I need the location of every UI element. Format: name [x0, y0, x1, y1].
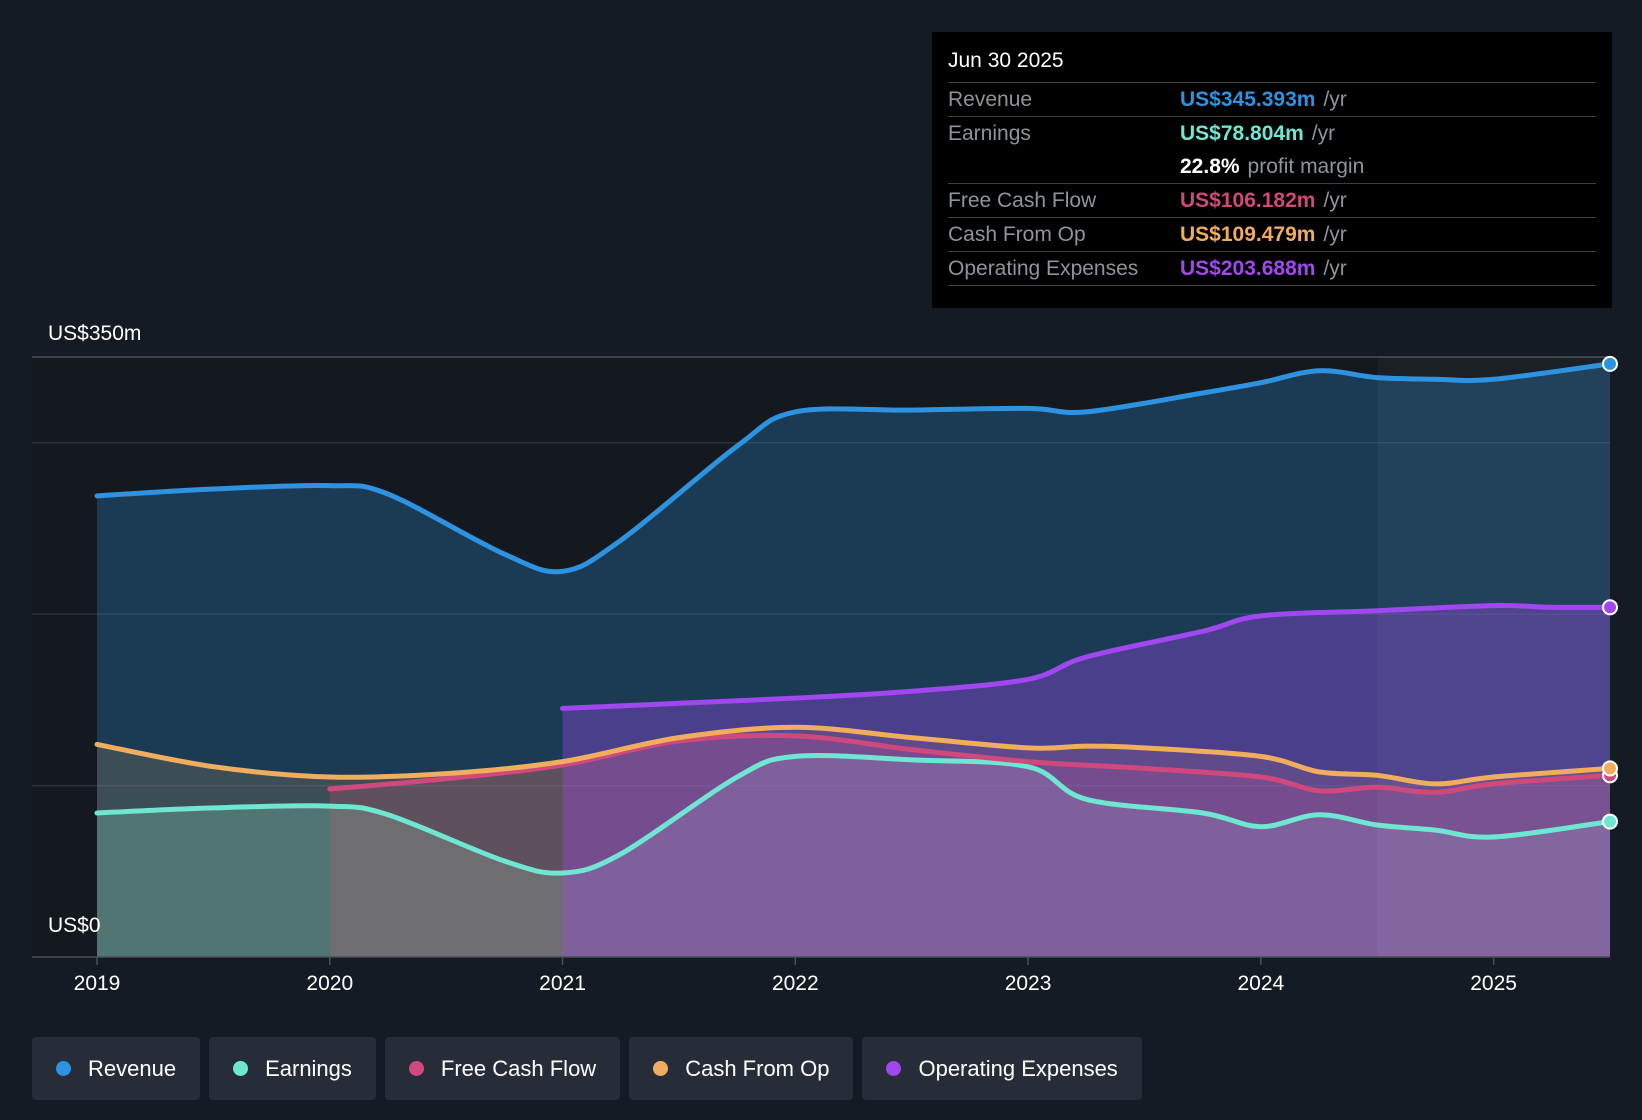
- series-areas: [97, 363, 1610, 957]
- legend-item-revenue[interactable]: Revenue: [32, 1037, 201, 1100]
- series-endpoints: [1602, 355, 1618, 830]
- legend-item-earnings[interactable]: Earnings: [209, 1037, 376, 1100]
- area-cash-from-op: [97, 727, 1610, 957]
- tooltip-row-profit-margin: 22.8% profit margin: [948, 150, 1596, 183]
- x-axis-ticks: 2019 2020 2021 2022 2023 2024 2025: [74, 957, 1517, 995]
- tooltip-unit: /yr: [1323, 188, 1347, 212]
- y-tick-label: US$0: [48, 914, 101, 937]
- tooltip-value: US$345.393m: [1180, 87, 1316, 111]
- tooltip-unit: /yr: [1323, 222, 1347, 246]
- tooltip-value: US$109.479m: [1180, 222, 1316, 246]
- endpoint-revenue: [1602, 355, 1618, 372]
- data-tooltip: Jun 30 2025 Revenue US$345.393m /yr Earn…: [932, 32, 1612, 308]
- legend-dot-icon: [886, 1061, 902, 1076]
- legend-dot-icon: [653, 1061, 669, 1076]
- tooltip-unit: /yr: [1323, 87, 1347, 111]
- endpoint-operating-expenses: [1602, 599, 1618, 616]
- tooltip-label: Cash From Op: [948, 222, 1086, 246]
- x-tick-label: 2024: [1237, 972, 1284, 995]
- line-revenue: [94, 361, 1613, 575]
- tooltip-row-free-cash-flow: Free Cash Flow US$106.182m /yr: [948, 183, 1596, 217]
- recent-period-highlight: [1377, 357, 1610, 957]
- tooltip-row-earnings: Earnings US$78.804m /yr: [948, 116, 1596, 150]
- tooltip-label: Revenue: [948, 87, 1033, 111]
- tooltip-row-cash-from-op: Cash From Op US$109.479m /yr: [948, 217, 1596, 251]
- area-operating-expenses: [562, 605, 1610, 957]
- tooltip-row-operating-expenses: Operating Expenses US$203.688m /yr: [948, 251, 1596, 286]
- x-tick-label: 2020: [306, 972, 353, 995]
- x-tick-label: 2021: [539, 972, 586, 995]
- area-free-cash-flow: [329, 735, 1610, 957]
- plot-background: [32, 357, 1610, 957]
- legend-dot-icon: [233, 1061, 249, 1076]
- legend-label: Revenue: [88, 1055, 177, 1081]
- tooltip-value: US$106.182m: [1180, 188, 1316, 212]
- x-tick-label: 2019: [74, 972, 121, 995]
- y-tick-label: US$350m: [48, 322, 141, 345]
- line-operating-expenses: [560, 602, 1613, 711]
- legend-item-operating-expenses[interactable]: Operating Expenses: [862, 1037, 1142, 1100]
- tooltip-value: US$203.688m: [1180, 256, 1316, 280]
- area-earnings: [97, 755, 1610, 957]
- y-axis-labels: US$350m US$0: [48, 322, 141, 937]
- tooltip-unit: /yr: [1311, 121, 1336, 145]
- x-tick-label: 2023: [1005, 972, 1052, 995]
- x-tick-label: 2025: [1470, 972, 1517, 995]
- legend-item-cash-from-op[interactable]: Cash From Op: [629, 1037, 854, 1100]
- legend-label: Free Cash Flow: [440, 1055, 597, 1081]
- legend-item-free-cash-flow[interactable]: Free Cash Flow: [384, 1037, 621, 1100]
- tooltip-row-revenue: Revenue US$345.393m /yr: [948, 82, 1596, 116]
- legend-label: Operating Expenses: [918, 1055, 1118, 1081]
- tooltip-unit: profit margin: [1247, 154, 1365, 178]
- tooltip-unit: /yr: [1323, 256, 1347, 280]
- line-cash-from-op: [94, 724, 1613, 787]
- tooltip-label: Operating Expenses: [948, 256, 1139, 280]
- legend-dot-icon: [56, 1061, 71, 1076]
- tooltip-label: Free Cash Flow: [948, 188, 1097, 212]
- legend-label: Cash From Op: [685, 1055, 830, 1081]
- tooltip-label: Earnings: [948, 121, 1031, 145]
- legend-label: Earnings: [265, 1055, 352, 1081]
- endpoint-earnings: [1602, 813, 1618, 830]
- legend: Revenue Earnings Free Cash Flow Cash Fro…: [32, 1037, 1142, 1100]
- tooltip-value: US$78.804m: [1180, 121, 1304, 145]
- area-revenue: [97, 363, 1610, 957]
- tooltip-value: 22.8%: [1180, 154, 1240, 178]
- chart: 2019 2020 2021 2022 2023 2024 2025 US$350m US$0: [32, 322, 1618, 995]
- legend-dot-icon: [408, 1061, 424, 1076]
- x-tick-label: 2022: [772, 972, 819, 995]
- line-free-cash-flow: [327, 732, 1613, 795]
- series-lines: [94, 361, 1613, 876]
- tooltip-date: Jun 30 2025: [948, 49, 1064, 72]
- endpoint-cash-from-op: [1602, 760, 1618, 777]
- line-earnings: [94, 753, 1613, 876]
